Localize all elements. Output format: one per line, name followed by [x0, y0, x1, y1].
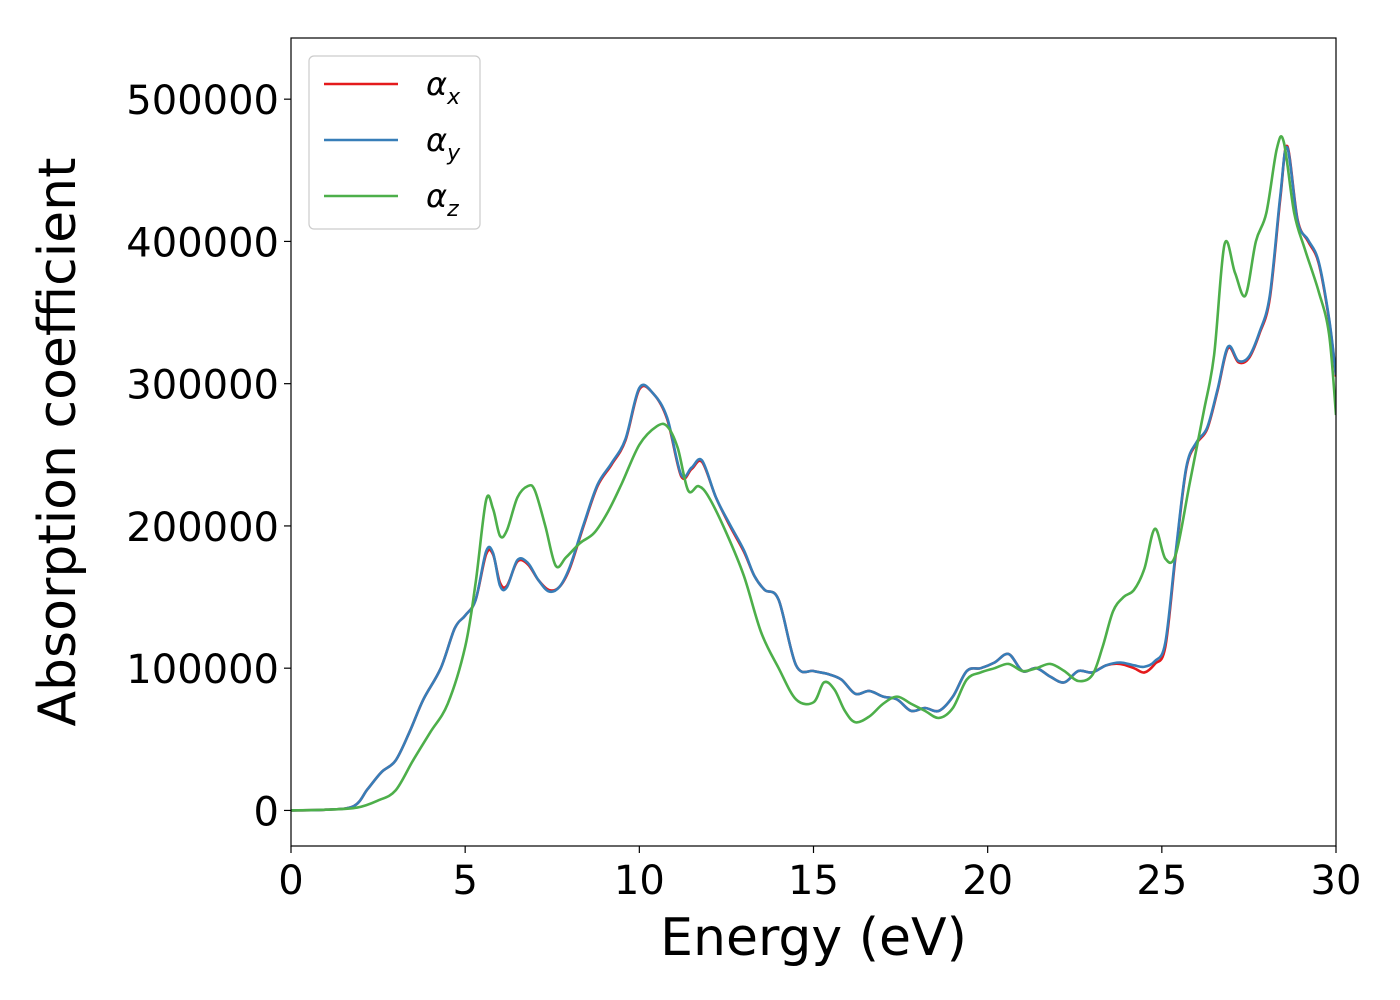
legend-box — [308, 55, 481, 230]
x-tick-label: 10 — [614, 858, 665, 904]
legend: αx αy αz — [308, 55, 481, 230]
x-tick-label: 0 — [278, 858, 303, 904]
y-tick-label: 500000 — [126, 78, 279, 124]
y-tick-label: 200000 — [126, 505, 279, 551]
y-tick-label: 400000 — [126, 220, 279, 266]
x-tick-label: 30 — [1311, 858, 1362, 904]
legend-label-x: αx — [426, 65, 461, 110]
y-tick-label: 0 — [254, 789, 279, 835]
x-tick-label: 25 — [1136, 858, 1187, 904]
x-axis-ticks: 0 5 10 15 20 25 30 — [278, 846, 1361, 904]
series-line-y — [291, 146, 1336, 812]
y-axis-ticks: 0 100000 200000 300000 400000 500000 — [126, 78, 291, 835]
y-axis-title: Absorption coefficient — [28, 157, 88, 726]
x-tick-label: 5 — [452, 858, 477, 904]
y-tick-label: 100000 — [126, 647, 279, 693]
x-tick-label: 20 — [962, 858, 1013, 904]
x-axis-title: Energy (eV) — [660, 908, 967, 968]
legend-label-y: αy — [426, 121, 461, 166]
series-layer — [291, 134, 1336, 812]
series-line-z — [291, 134, 1336, 812]
legend-label-z: αz — [426, 177, 459, 222]
y-tick-label: 300000 — [126, 363, 279, 409]
x-tick-label: 15 — [788, 858, 839, 904]
